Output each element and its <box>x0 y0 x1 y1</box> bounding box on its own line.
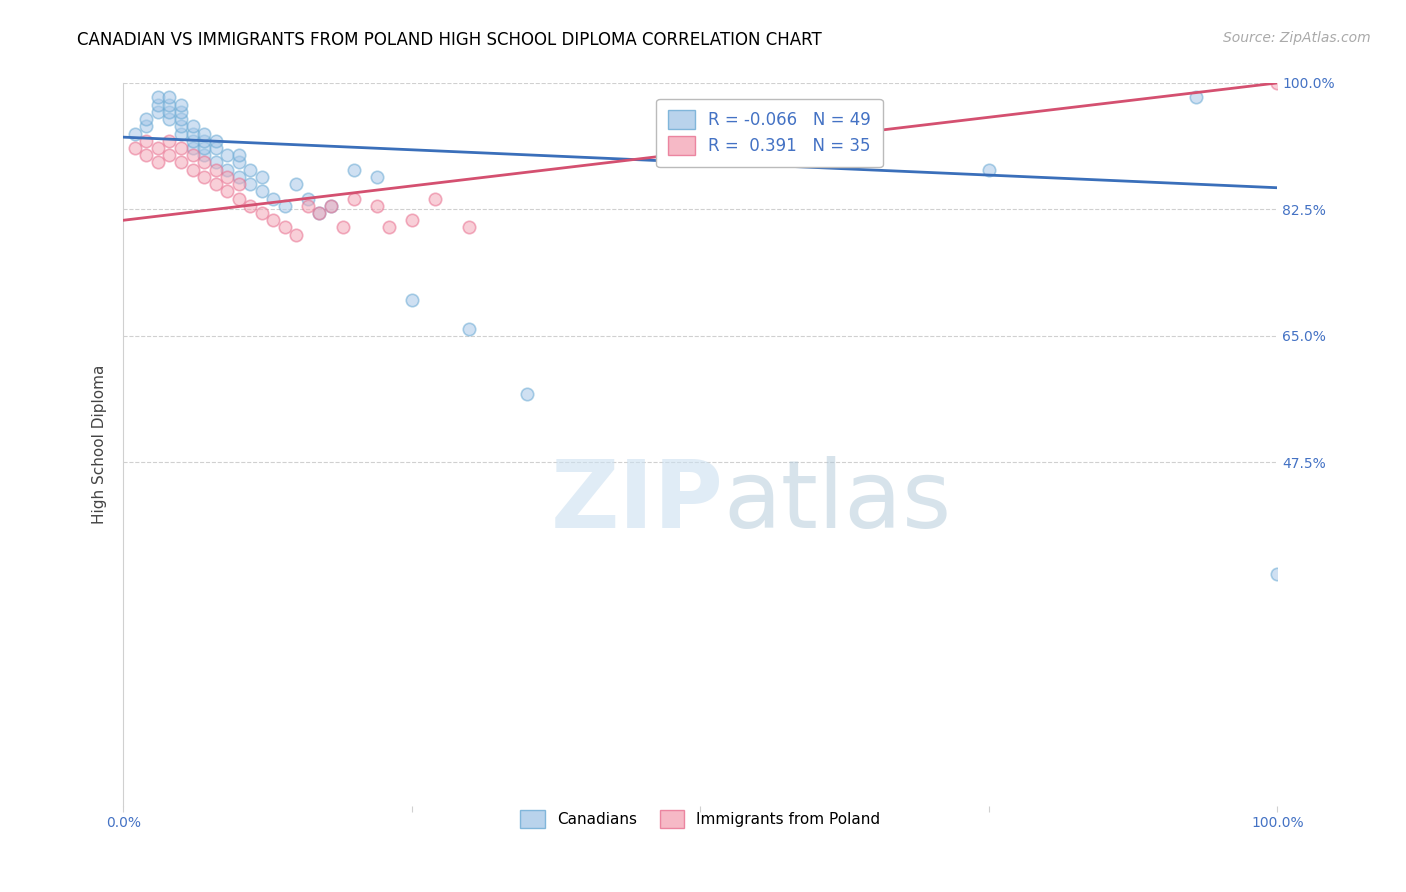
Point <box>193 148 215 162</box>
Point <box>297 199 319 213</box>
Point <box>239 199 262 213</box>
Point <box>170 97 193 112</box>
Point <box>274 220 297 235</box>
Point <box>250 206 273 220</box>
Point <box>159 90 181 104</box>
Point <box>343 162 366 177</box>
Point <box>204 155 226 169</box>
Point <box>170 104 193 119</box>
Point <box>319 199 342 213</box>
Text: ZIP: ZIP <box>551 456 723 549</box>
Point <box>204 141 226 155</box>
Point <box>262 192 284 206</box>
Point <box>193 127 215 141</box>
Point <box>1185 90 1208 104</box>
Point <box>135 148 157 162</box>
Point <box>217 185 239 199</box>
Point <box>423 192 446 206</box>
Point <box>228 169 250 184</box>
Point <box>217 169 239 184</box>
Point <box>1265 567 1288 582</box>
Point <box>228 155 250 169</box>
Point <box>181 148 204 162</box>
Point <box>297 192 319 206</box>
Point <box>204 177 226 191</box>
Point <box>228 192 250 206</box>
Point <box>332 220 354 235</box>
Point <box>146 97 169 112</box>
Point <box>977 162 1000 177</box>
Point <box>124 141 146 155</box>
Legend: Canadians, Immigrants from Poland: Canadians, Immigrants from Poland <box>515 805 887 834</box>
Point <box>228 177 250 191</box>
Point <box>458 220 481 235</box>
Point <box>366 199 388 213</box>
Point <box>193 141 215 155</box>
Point <box>401 293 423 307</box>
Point <box>146 155 169 169</box>
Point <box>217 148 239 162</box>
Point <box>250 169 273 184</box>
Point <box>193 155 215 169</box>
Point <box>343 192 366 206</box>
Point <box>250 185 273 199</box>
Point <box>377 220 399 235</box>
Point <box>170 112 193 126</box>
Point <box>262 213 284 227</box>
Point <box>516 386 538 401</box>
Point <box>170 120 193 134</box>
Point <box>146 104 169 119</box>
Point <box>146 90 169 104</box>
Point <box>159 112 181 126</box>
Point <box>204 134 226 148</box>
Point <box>204 162 226 177</box>
Point <box>308 206 330 220</box>
Point <box>170 127 193 141</box>
Point <box>285 227 308 242</box>
Point <box>170 155 193 169</box>
Point <box>458 321 481 335</box>
Point <box>308 206 330 220</box>
Point <box>135 112 157 126</box>
Point <box>239 162 262 177</box>
Point <box>135 134 157 148</box>
Point <box>146 141 169 155</box>
Point <box>319 199 342 213</box>
Point <box>239 177 262 191</box>
Point <box>159 97 181 112</box>
Point <box>193 169 215 184</box>
Point <box>1265 76 1288 90</box>
Point <box>181 141 204 155</box>
Point <box>159 134 181 148</box>
Point <box>181 120 204 134</box>
Point <box>217 162 239 177</box>
Point <box>170 141 193 155</box>
Point <box>401 213 423 227</box>
Point <box>159 104 181 119</box>
Point <box>366 169 388 184</box>
Point <box>181 162 204 177</box>
Point <box>228 148 250 162</box>
Point <box>181 134 204 148</box>
Point <box>181 127 204 141</box>
Point <box>274 199 297 213</box>
Point <box>124 127 146 141</box>
Point <box>193 134 215 148</box>
Y-axis label: High School Diploma: High School Diploma <box>93 365 107 524</box>
Text: Source: ZipAtlas.com: Source: ZipAtlas.com <box>1223 31 1371 45</box>
Point <box>285 177 308 191</box>
Point <box>135 120 157 134</box>
Text: CANADIAN VS IMMIGRANTS FROM POLAND HIGH SCHOOL DIPLOMA CORRELATION CHART: CANADIAN VS IMMIGRANTS FROM POLAND HIGH … <box>77 31 823 49</box>
Point <box>159 148 181 162</box>
Text: atlas: atlas <box>723 456 952 549</box>
